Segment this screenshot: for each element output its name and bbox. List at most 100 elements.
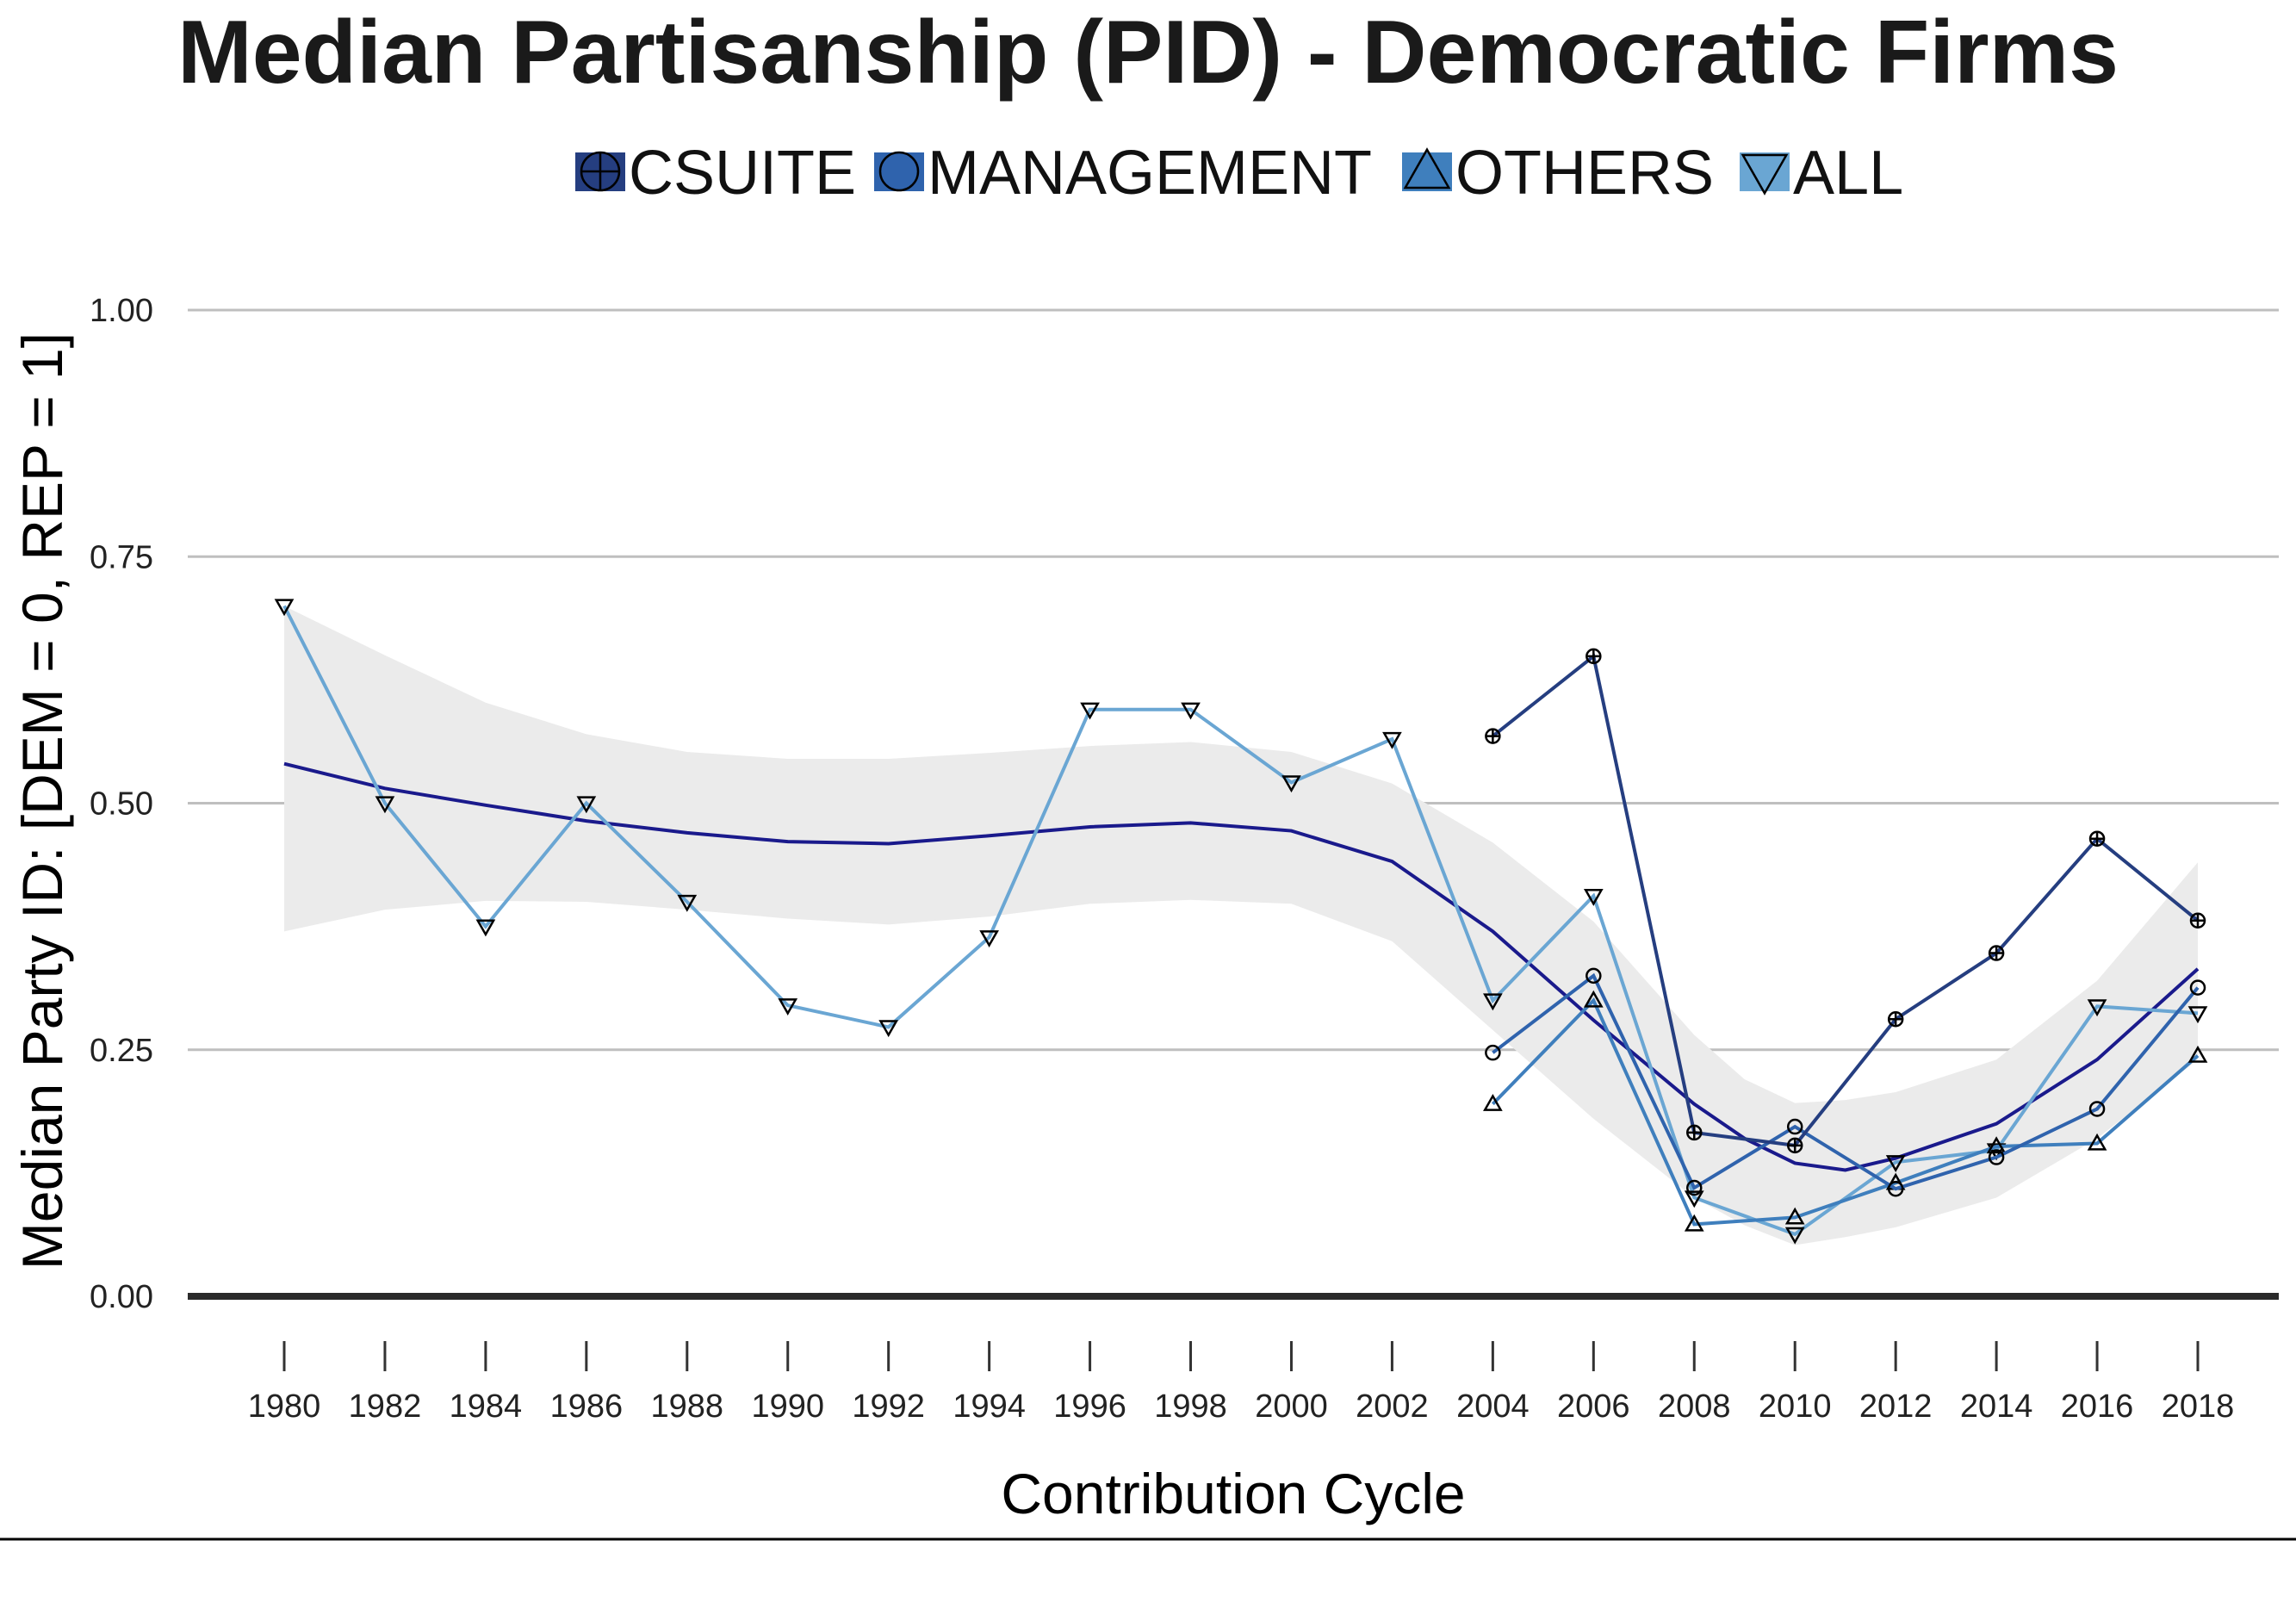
legend-item-others: OTHERS [1402,139,1714,208]
y-tick-label: 0.00 [90,1279,153,1315]
x-tick-label: 2016 [2061,1388,2134,1425]
y-tick-label: 0.75 [90,539,153,575]
data-point-management [1887,1180,1904,1197]
series-line-management [1492,972,2200,1191]
x-tick-label: 2004 [1456,1388,1530,1425]
x-tick-label: 2014 [1960,1388,2033,1425]
legend-item-all: ALL [1740,139,1903,208]
legend-swatch [1402,152,1452,191]
series-line-others [1491,997,2200,1227]
x-axis: 1980 1982 1984 1986 1988 1990 1992 1994 1996 1998… [248,1341,2234,1425]
legend: CSUITE MANAGEMENT OTHERS ALL [575,139,1903,208]
data-point-all [576,796,597,814]
y-tick-label: 0.50 [90,786,153,823]
y-tick-label: 0.25 [90,1033,153,1069]
series-management [1485,967,2206,1197]
x-axis-title: Contribution Cycle [1001,1462,1465,1525]
confidence-band [283,606,2200,1245]
data-point-all [778,998,798,1016]
x-tick-label: 1984 [450,1388,523,1425]
data-point-csuite-cross [1788,1138,1803,1152]
data-point-csuite [2088,830,2106,847]
data-point-csuite-cross [1687,1125,1702,1140]
series-line-csuite [1492,653,2200,1147]
x-tick-label: 1990 [751,1388,824,1425]
data-point-others [1583,990,1604,1008]
legend-key-management [878,151,920,192]
data-point-all [1181,702,1201,720]
data-point-csuite [1485,728,1501,744]
data-point-management [1988,1149,2005,1165]
x-tick-label: 2010 [1759,1388,1832,1425]
data-point-csuite-cross [1889,1012,1903,1027]
data-point-others [1483,1094,1503,1111]
legend-key-csuite-cross [581,152,619,190]
data-point-csuite-cross [2191,913,2205,928]
legend-label: MANAGEMENT [928,139,1372,208]
data-point-others [1784,1207,1805,1225]
data-point-management [1585,967,1602,985]
y-axis: 0.00 0.25 0.50 0.75 1.00 [90,293,153,1315]
data-point-all [979,930,999,947]
x-tick-label: 2002 [1356,1388,1429,1425]
x-tick-label: 1996 [1053,1388,1126,1425]
data-point-all [375,796,395,814]
data-point-csuite [1686,1124,1703,1141]
data-point-all [1382,731,1402,749]
legend-item-management: MANAGEMENT [874,139,1372,208]
data-point-csuite [1988,945,2005,961]
series-group [274,599,2208,1245]
confidence-band-area [284,606,2198,1245]
x-tick-label: 2012 [1859,1388,1933,1425]
data-point-all [1281,775,1301,793]
data-point-all [1684,1190,1704,1208]
data-point-all [1885,1155,1906,1172]
data-point-management [2088,1101,2106,1117]
y-axis-title: Median Party ID: [DEM = 0, REP = 1] [10,332,74,1270]
data-point-others [1986,1136,2007,1154]
data-point-csuite-cross [1586,649,1601,663]
x-tick-label: 2006 [1557,1388,1630,1425]
data-point-all [1583,888,1604,906]
data-point-management [1485,1044,1501,1061]
data-point-management [1686,1179,1703,1196]
data-point-csuite-cross [1486,729,1500,743]
data-point-csuite [1887,1011,1904,1028]
x-tick-label: 1988 [651,1388,724,1425]
data-point-all [274,599,295,617]
series-csuite [1485,648,2206,1154]
data-point-csuite [2189,912,2206,929]
data-point-all [677,894,698,912]
smooth-trend-line [283,761,2200,1172]
legend-item-csuite: CSUITE [575,139,856,208]
legend-label: OTHERS [1455,139,1714,208]
x-tick-label: 2008 [1658,1388,1731,1425]
x-tick-label: 1994 [953,1388,1026,1425]
legend-label: ALL [1793,139,1903,208]
legend-key-all [1741,153,1789,196]
x-tick-label: 1992 [852,1388,925,1425]
series-line-all [282,605,2199,1237]
chart-title: Median Partisanship (PID) - Democratic F… [177,3,2119,102]
data-point-others [2187,1045,2208,1063]
legend-key-others [1403,147,1451,189]
series-others [1483,990,2208,1232]
data-point-management [2189,979,2206,996]
legend-key-csuite [580,151,621,192]
x-tick-label: 1980 [248,1388,321,1425]
data-point-all [475,919,496,937]
data-point-csuite [1786,1137,1803,1154]
data-point-csuite-cross [2090,831,2105,846]
x-tick-label: 1986 [550,1388,624,1425]
legend-swatch [1740,152,1790,191]
data-point-all [1080,702,1100,720]
series-all [274,599,2208,1245]
x-tick-label: 2000 [1255,1388,1328,1425]
data-point-others [2087,1133,2107,1151]
data-point-others [1684,1214,1704,1232]
legend-label: CSUITE [629,139,856,208]
data-point-all [2187,1006,2208,1024]
data-point-all [1784,1227,1805,1245]
x-tick-label: 1998 [1154,1388,1227,1425]
